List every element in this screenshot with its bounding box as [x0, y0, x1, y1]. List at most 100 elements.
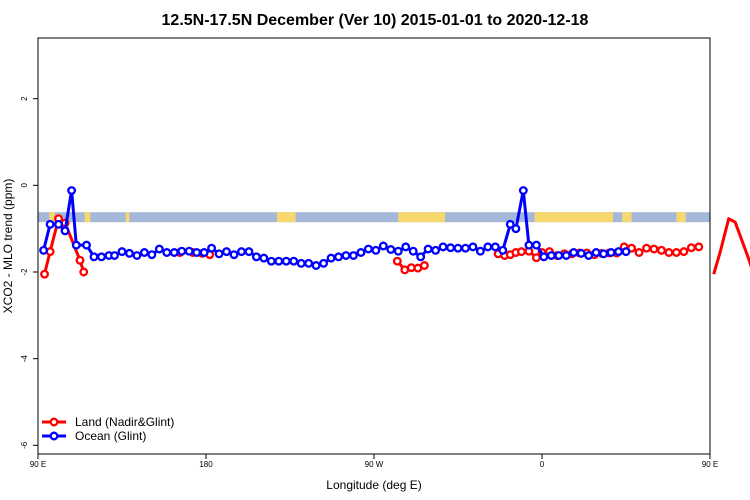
ocean-data-point	[554, 251, 564, 260]
ocean-data-point	[483, 242, 493, 252]
ocean-data-point	[281, 256, 291, 266]
ocean-data-point	[468, 242, 478, 252]
ocean-data-point	[334, 252, 343, 262]
legend: Land (Nadir&Glint)Ocean (Glint)	[42, 415, 174, 443]
ocean-data-point	[71, 240, 81, 250]
y-tick-label: 0	[20, 183, 29, 188]
ocean-data-point	[311, 261, 321, 270]
ocean-data-point	[584, 251, 594, 260]
land-data-point	[694, 242, 704, 252]
land-legend-marker	[49, 417, 59, 427]
land-data-point	[75, 255, 85, 265]
ocean-data-point	[147, 250, 157, 260]
ocean-data-point	[319, 258, 329, 268]
ocean-data-point	[296, 258, 306, 268]
ocean-data-point	[423, 244, 433, 254]
land-data-point	[392, 256, 402, 266]
series-layer	[39, 186, 750, 279]
ocean-data-point	[54, 219, 63, 229]
ocean-data-point	[237, 247, 246, 257]
ocean-data-point	[505, 219, 515, 229]
ocean-data-point	[222, 247, 231, 257]
ocean-data-point	[162, 248, 172, 257]
ocean-data-point	[154, 244, 164, 254]
land-data-point	[40, 269, 49, 279]
y-tick-label: -2	[20, 268, 29, 276]
ocean-data-point	[177, 246, 187, 256]
ocean-data-point	[289, 256, 299, 266]
ocean-data-point	[132, 251, 142, 260]
chart-title: 12.5N-17.5N December (Ver 10) 2015-01-01…	[162, 12, 589, 29]
ocean-legend-marker	[49, 431, 59, 441]
ocean-data-point	[621, 247, 631, 257]
land-data-point	[679, 247, 689, 257]
ocean-data-point	[266, 256, 276, 266]
ocean-data-point	[401, 242, 411, 252]
ocean-data-point	[341, 251, 351, 260]
land-data-point	[634, 248, 644, 257]
x-tick-label: 90 W	[365, 460, 384, 469]
land-segment	[534, 212, 613, 223]
ocean-legend-label: Ocean (Glint)	[75, 429, 146, 443]
y-tick-label: -4	[20, 355, 29, 363]
ocean-data-point	[511, 224, 521, 234]
x-tick-label: 0	[540, 460, 545, 469]
ocean-data-point	[60, 226, 70, 236]
ocean-data-point	[431, 245, 441, 255]
ocean-data-point	[349, 251, 358, 260]
ocean-band	[38, 212, 710, 223]
land-segment	[125, 212, 130, 223]
ocean-data-point	[614, 247, 623, 257]
y-axis-label: XCO2 - MLO trend (ppm)	[1, 179, 15, 314]
ocean-data-point	[378, 241, 388, 251]
land-segment	[49, 212, 55, 223]
land-data-point	[664, 248, 674, 257]
x-axis: 90 E 180 90 W 0 90 E	[30, 454, 718, 469]
ocean-data-point	[45, 219, 55, 229]
land-legend-label: Land (Nadir&Glint)	[75, 415, 174, 429]
ocean-data-point	[39, 245, 49, 255]
ocean-data-point	[546, 251, 556, 260]
ocean-data-point	[139, 248, 149, 257]
ocean-data-point	[531, 240, 541, 250]
ocean-data-point	[67, 186, 77, 195]
ocean-data-point	[207, 243, 217, 253]
ocean-data-point	[244, 247, 254, 257]
ocean-data-point	[169, 248, 179, 257]
ocean-data-point	[393, 246, 403, 256]
ocean-data-point	[229, 250, 239, 260]
ocean-data-point	[416, 252, 426, 262]
land-ocean-band	[38, 212, 710, 223]
ocean-data-point	[599, 249, 609, 259]
land-data-point	[657, 245, 666, 255]
land-data-point	[671, 248, 681, 257]
land-data-point	[649, 244, 659, 254]
land-data-point	[419, 261, 429, 270]
y-tick-label: -6	[20, 441, 29, 449]
ocean-data-point	[576, 248, 586, 258]
ocean-data-point	[304, 258, 314, 268]
ocean-data-point	[518, 186, 528, 195]
ocean-data-point	[498, 245, 508, 255]
ocean-data-point	[326, 253, 336, 263]
ocean-data-point	[89, 252, 99, 262]
ocean-data-point	[356, 248, 366, 257]
land-data-point	[79, 267, 89, 277]
ocean-data-point	[274, 256, 284, 266]
ocean-data-point	[192, 248, 202, 257]
y-tick-label: 2	[20, 96, 29, 101]
land-data-point	[517, 247, 526, 257]
y-axis: 2 0 -2 -4 -6	[20, 96, 38, 449]
ocean-data-point	[408, 246, 418, 256]
x-tick-label: 90 E	[30, 460, 46, 469]
ocean-data-point	[461, 243, 470, 253]
plot-frame	[37, 37, 711, 455]
ocean-data-point	[371, 245, 381, 255]
x-tick-label: 90 E	[702, 460, 718, 469]
land-data-point	[686, 243, 696, 253]
land-data-point	[642, 243, 651, 253]
ocean-data-point	[214, 249, 224, 259]
ocean-data-point	[569, 248, 579, 257]
ocean-data-point	[117, 247, 127, 257]
